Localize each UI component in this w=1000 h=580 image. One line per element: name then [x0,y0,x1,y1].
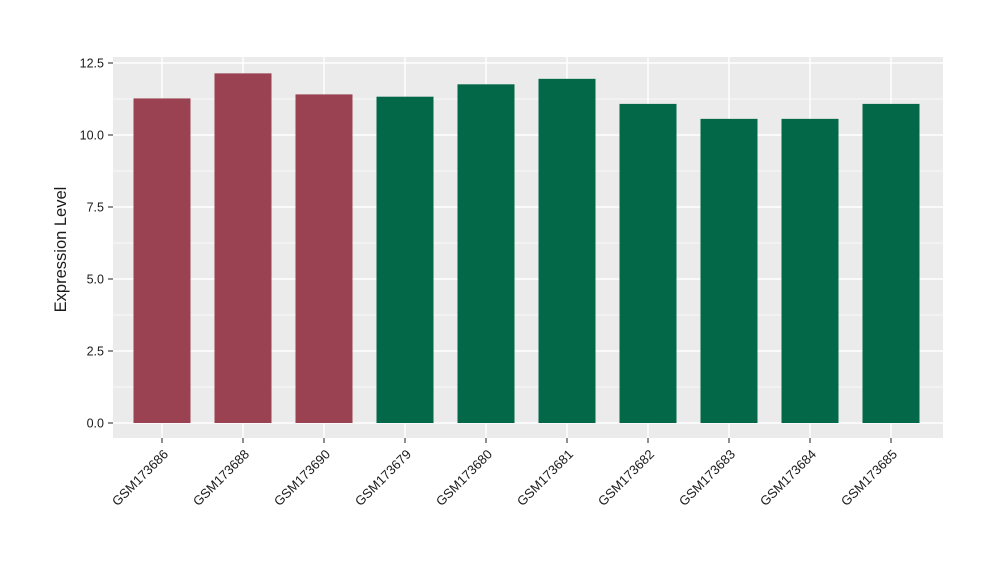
y-tick-label: 2.5 [87,345,104,359]
y-tick-label: 10.0 [80,129,104,143]
bar [376,96,434,424]
bar [295,94,353,423]
y-tick-label: 12.5 [80,57,104,71]
y-tick-label: 7.5 [87,201,104,215]
y-axis-title: Expression Level [52,187,70,313]
bar [619,103,677,424]
bar [862,103,920,424]
bar [457,84,515,423]
bar [214,73,272,424]
bar [700,118,758,423]
y-tick-label: 5.0 [87,273,104,287]
bar [538,78,596,423]
bar [133,98,191,423]
y-tick-label: 0.0 [87,417,104,431]
bar [781,118,839,423]
